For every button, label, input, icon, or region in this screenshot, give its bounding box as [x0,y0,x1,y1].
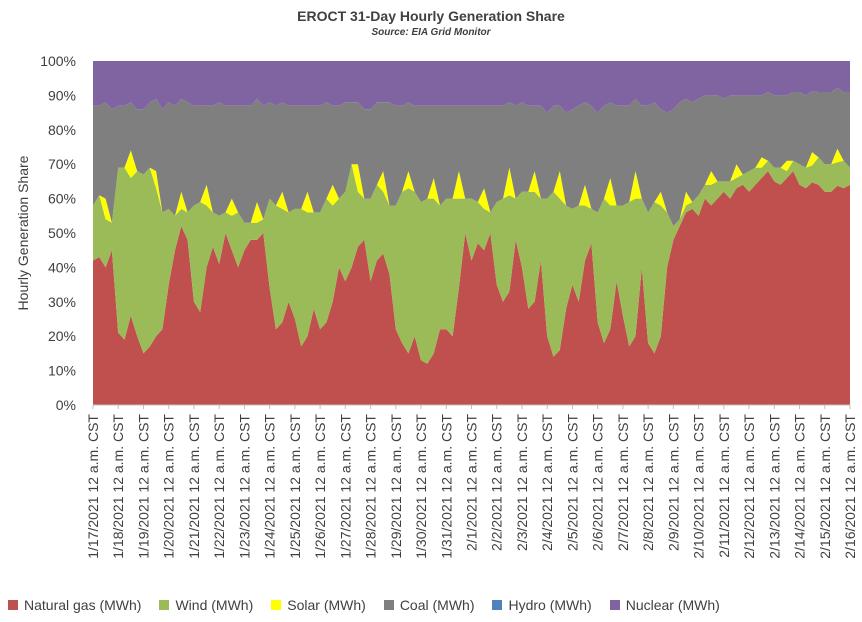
x-tick-label: 2/14/2021 12 a.m. CST [792,414,808,559]
x-tick-label: 1/24/2021 12 a.m. CST [262,414,278,559]
y-axis-label: Hourly Generation Share [15,155,31,310]
legend-swatch [609,600,620,610]
legend-swatch [8,600,18,610]
legend-swatch [492,600,503,610]
y-tick-label: 10% [48,363,76,379]
area-coal-mwh [93,88,850,227]
y-tick-label: 50% [48,225,76,241]
x-tick-label: 1/17/2021 12 a.m. CST [85,414,101,559]
x-tick-label: 2/12/2021 12 a.m. CST [741,414,757,559]
legend-item: Solar (MWh) [271,597,366,613]
x-tick-label: 2/9/2021 12 a.m. CST [665,414,681,551]
legend-item: Hydro (MWh) [492,597,592,613]
chart-subtitle: Source: EIA Grid Monitor [371,27,491,38]
legend-item: Wind (MWh) [159,597,253,613]
x-tick-label: 2/11/2021 12 a.m. CST [716,414,732,558]
x-tick-label: 1/31/2021 12 a.m. CST [438,414,454,559]
y-tick-label: 30% [48,294,76,310]
x-tick-label: 1/25/2021 12 a.m. CST [287,414,303,559]
x-tick-label: 1/26/2021 12 a.m. CST [312,414,328,559]
area-wind-mwh [93,157,850,364]
chart-title: EROCT 31-Day Hourly Generation Share [297,8,565,24]
x-tick-label: 2/4/2021 12 a.m. CST [539,414,555,551]
y-axis: 0% 10% 20% 30% 40% 50% 60% 70% 80% 90% 100% [40,53,76,413]
legend-label: Hydro (MWh) [508,597,592,613]
x-tick-label: 1/19/2021 12 a.m. CST [136,414,152,559]
area-natural-gas-mwh [93,171,850,405]
x-tick-label: 1/20/2021 12 a.m. CST [161,414,177,559]
y-tick-label: 80% [48,122,76,138]
stacked-area-chart: 0% 10% 20% 30% 40% 50% 60% 70% 80% 90% 100% 1/17/2… [15,53,858,559]
y-tick-label: 100% [40,53,76,69]
x-axis: 1/17/2021 12 a.m. CST 1/18/2021 12 a.m. C… [85,404,858,559]
x-tick-label: 1/30/2021 12 a.m. CST [413,414,429,559]
y-tick-label: 60% [48,191,76,207]
y-tick-label: 40% [48,259,76,275]
x-tick-label: 2/7/2021 12 a.m. CST [615,414,631,551]
area-nuclear-mwh [93,61,850,113]
series-areas [93,61,850,405]
x-tick-label: 2/3/2021 12 a.m. CST [514,414,530,551]
legend: Natural gas (MWh) Wind (MWh) Solar (MWh) Co… [8,597,862,613]
y-tick-label: 20% [48,328,76,344]
legend-swatch [159,600,170,610]
legend-swatch [271,600,282,610]
x-tick-label: 1/18/2021 12 a.m. CST [110,414,126,559]
x-tick-label: 2/2/2021 12 a.m. CST [489,414,505,551]
x-tick-label: 2/1/2021 12 a.m. CST [464,414,480,551]
x-tick-label: 2/15/2021 12 a.m. CST [817,414,833,559]
x-tick-label: 1/21/2021 12 a.m. CST [186,414,202,559]
legend-label: Natural gas (MWh) [24,597,142,613]
legend-item: Natural gas (MWh) [8,597,141,613]
legend-item: Nuclear (MWh) [609,597,720,613]
y-tick-label: 90% [48,87,76,103]
x-tick-label: 2/6/2021 12 a.m. CST [590,414,606,551]
area-solar-mwh [93,148,850,227]
x-tick-label: 2/13/2021 12 a.m. CST [766,414,782,559]
legend-label: Wind (MWh) [175,597,254,613]
legend-label: Coal (MWh) [399,597,475,613]
x-tick-label: 2/16/2021 12 a.m. CST [842,414,858,559]
x-tick-label: 1/27/2021 12 a.m. CST [337,414,353,559]
y-tick-label: 0% [56,397,76,413]
legend-item: Coal (MWh) [383,597,475,613]
legend-label: Nuclear (MWh) [625,597,720,613]
x-tick-label: 1/29/2021 12 a.m. CST [388,414,404,559]
x-tick-label: 2/8/2021 12 a.m. CST [640,414,656,551]
x-tick-label: 2/10/2021 12 a.m. CST [691,414,707,559]
x-tick-label: 1/28/2021 12 a.m. CST [363,414,379,559]
x-tick-label: 2/5/2021 12 a.m. CST [564,414,580,551]
legend-label: Solar (MWh) [287,597,366,613]
y-tick-label: 70% [48,156,76,172]
x-tick-label: 1/23/2021 12 a.m. CST [236,414,252,559]
x-tick-label: 1/22/2021 12 a.m. CST [211,414,227,559]
legend-swatch [383,600,394,610]
